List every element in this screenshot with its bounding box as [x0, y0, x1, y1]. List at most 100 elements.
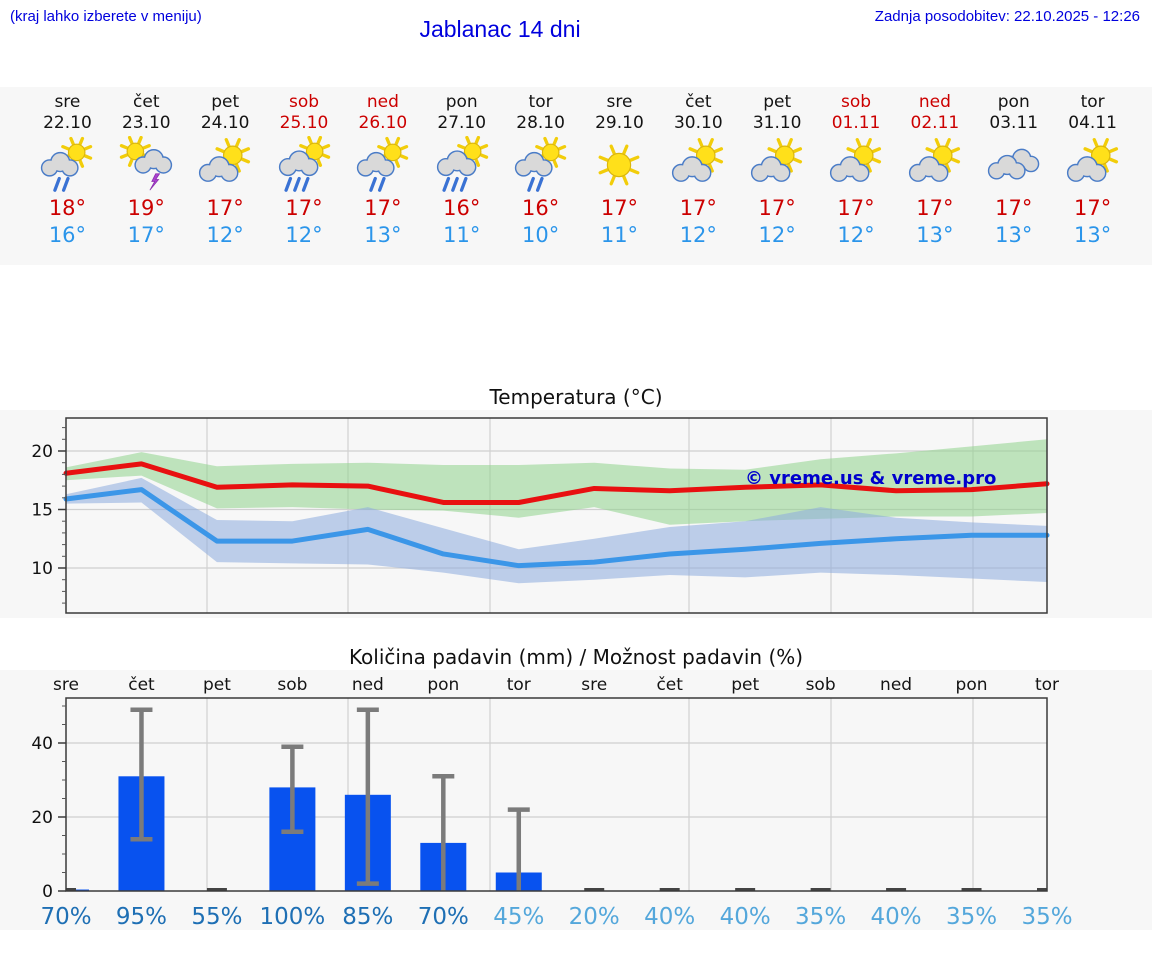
- precip-probability: 85%: [342, 904, 393, 930]
- day-temp-max: 19°: [127, 196, 165, 220]
- sun-cloud-rain-icon: [514, 136, 566, 192]
- weather-icon-wrap: [1053, 136, 1132, 194]
- day-column: tor 04.11 17° 13°: [1053, 87, 1132, 265]
- day-temp-min: 12°: [679, 223, 717, 247]
- day-name: ned: [366, 92, 399, 112]
- precip-day-label: čet: [128, 675, 155, 695]
- precip-y-tick-label: 0: [42, 882, 53, 902]
- watermark-link[interactable]: © vreme.us & vreme.pro: [745, 468, 996, 489]
- day-temp-min: 12°: [758, 223, 796, 247]
- precipitation-chart-title: Količina padavin (mm) / Možnost padavin …: [348, 645, 804, 669]
- day-temp-max: 17°: [206, 196, 244, 220]
- day-name: čet: [133, 92, 160, 112]
- precip-probability: 40%: [644, 904, 695, 930]
- day-column: pet 24.10 17° 12°: [186, 87, 265, 265]
- day-date: 03.11: [989, 113, 1039, 133]
- sun-cloud-icon: [672, 138, 724, 182]
- day-temp-min: 11°: [600, 223, 639, 247]
- day-column: čet 30.10 17° 12°: [659, 87, 738, 265]
- weather-icon-wrap: [186, 136, 265, 194]
- day-date: 23.10: [121, 113, 171, 133]
- precip-y-tick-label: 20: [31, 808, 53, 828]
- sun-icon: [598, 144, 640, 186]
- day-column: pon 27.10 16° 11°: [422, 87, 501, 265]
- day-name: čet: [685, 92, 712, 112]
- day-temp-max: 18°: [48, 196, 87, 220]
- temperature-chart: 10 15 20 © vreme.us & vreme.pro: [31, 417, 1050, 614]
- sun-cloud-rain-icon: [356, 136, 409, 192]
- day-temp-max: 16°: [521, 196, 560, 220]
- precip-day-label: pon: [427, 675, 459, 695]
- day-name: sre: [54, 92, 81, 112]
- day-temp-max: 17°: [285, 196, 323, 220]
- precip-probability: 40%: [871, 904, 922, 930]
- temp-y-tick-label: 20: [31, 442, 53, 462]
- day-column: sre 22.10 18° 16°: [28, 87, 107, 265]
- weather-icon-wrap: [817, 136, 896, 194]
- day-temp-min: 11°: [443, 223, 481, 247]
- day-column: čet 23.10 19° 17°: [107, 87, 186, 265]
- temp-y-tick-label: 15: [31, 501, 53, 521]
- precip-probability: 70%: [40, 904, 91, 930]
- day-date: 25.10: [279, 113, 329, 133]
- precip-y-tick-label: 40: [31, 734, 53, 754]
- precip-probability: 95%: [116, 904, 167, 930]
- day-date: 02.11: [910, 113, 960, 133]
- page-header: (kraj lahko izberete v meniju) Jablanac …: [0, 0, 1152, 87]
- day-date: 28.10: [516, 113, 565, 133]
- day-name: pet: [763, 92, 792, 112]
- day-temp-max: 17°: [758, 196, 796, 220]
- precip-probability: 100%: [260, 904, 326, 930]
- day-name: sre: [606, 92, 633, 112]
- sun-cloud-icon: [908, 138, 960, 182]
- weather-icon-wrap: [265, 136, 344, 194]
- weather-icon-wrap: [107, 136, 186, 194]
- day-temp-min: 13°: [995, 223, 1033, 247]
- sun-cloud-heavy-rain-icon: [436, 136, 488, 192]
- weather-icon-wrap: [580, 136, 659, 194]
- last-update-timestamp: Zadnja posodobitev: 22.10.2025 - 12:26: [874, 8, 1140, 25]
- sun-cloud-storm-icon: [120, 136, 173, 191]
- temperature-chart-title: Temperatura (°C): [489, 385, 663, 409]
- precip-day-label: sob: [806, 675, 836, 695]
- sun-cloud-icon: [1066, 138, 1118, 182]
- day-temp-max: 17°: [364, 196, 402, 220]
- day-temp-max: 17°: [916, 196, 954, 220]
- weather-icon-wrap: [343, 136, 422, 194]
- day-column: pet 31.10 17° 12°: [738, 87, 817, 265]
- day-date: 29.10: [595, 113, 644, 133]
- forecast-day-strip: sre 22.10 18° 16° čet 23.10 19° 17° pet 24.10 17° 1…: [0, 87, 1152, 265]
- day-date: 04.11: [1068, 113, 1117, 133]
- day-name: tor: [528, 92, 553, 112]
- precip-probability: 35%: [946, 904, 997, 930]
- day-date: 26.10: [358, 113, 408, 133]
- day-column: sob 25.10 17° 12°: [265, 87, 344, 265]
- precip-day-label: sre: [53, 675, 79, 695]
- precip-day-label: pet: [203, 675, 231, 695]
- weather-icon-wrap: [501, 136, 580, 194]
- day-name: ned: [918, 92, 951, 112]
- day-temp-min: 16°: [48, 223, 87, 247]
- precip-probability: 35%: [1021, 904, 1072, 930]
- precip-day-label: ned: [352, 675, 384, 695]
- day-name: pon: [997, 92, 1030, 112]
- precip-probability: 35%: [795, 904, 846, 930]
- day-temp-max: 17°: [995, 196, 1033, 220]
- day-name: pet: [211, 92, 240, 112]
- precipitation-chart-strip: sre čet pet sob ned pon tor sre čet pet sob ned pon t…: [0, 670, 1152, 930]
- day-temp-min: 12°: [837, 223, 875, 247]
- day-column: ned 26.10 17° 13°: [343, 87, 422, 265]
- weather-icon-wrap: [974, 136, 1053, 194]
- day-temp-max: 17°: [679, 196, 717, 220]
- precip-day-label: tor: [1035, 675, 1059, 695]
- precip-probability: 40%: [720, 904, 771, 930]
- precip-day-label: čet: [656, 675, 683, 695]
- day-temp-min: 13°: [1073, 223, 1112, 247]
- day-column: pon 03.11 17° 13°: [974, 87, 1053, 265]
- weather-icon-wrap: [422, 136, 501, 194]
- clouds-icon: [987, 148, 1040, 180]
- weather-icon-wrap: [895, 136, 974, 194]
- location-menu-hint: (kraj lahko izberete v meniju): [10, 8, 202, 25]
- page-title: Jablanac 14 dni: [419, 16, 581, 42]
- day-temp-min: 12°: [285, 223, 323, 247]
